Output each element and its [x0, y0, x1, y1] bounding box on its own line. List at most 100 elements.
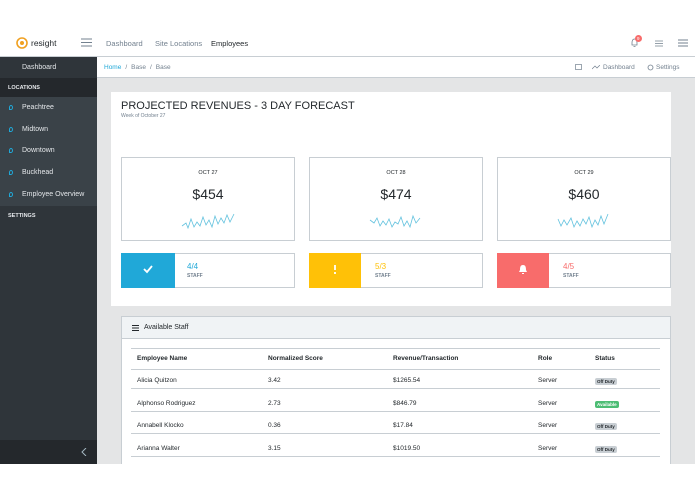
- pin-icon: [9, 148, 13, 154]
- table-cell: Annabell Klocko: [137, 422, 184, 429]
- table-icon: [132, 325, 139, 331]
- aside-toggle[interactable]: [678, 39, 688, 47]
- row-line: [131, 433, 660, 434]
- gear-icon: [647, 64, 654, 71]
- sidebar-link[interactable]: Buckhead: [22, 169, 54, 177]
- nav-link[interactable]: Employees: [211, 39, 249, 48]
- staff-status: 5/3 STAFF: [309, 253, 483, 288]
- sidebar-heading: LOCATIONS: [8, 85, 40, 91]
- breadcrumb-item: Base: [155, 64, 171, 71]
- staff-label: STAFF: [375, 273, 391, 279]
- column-header: Employee Name: [137, 355, 188, 362]
- status-icon-box: [309, 253, 361, 288]
- logo-icon: [16, 37, 28, 49]
- status-icon: [334, 265, 336, 274]
- section-bg: [0, 97, 97, 206]
- staff-count: 4/4: [187, 262, 199, 271]
- breadcrumb: Home / Base / Base: [104, 64, 171, 71]
- separator: /: [149, 64, 152, 71]
- status-badge: Off Duty: [595, 423, 617, 430]
- sidebar-link[interactable]: Dashboard: [22, 64, 57, 71]
- staff-count: 4/5: [563, 262, 575, 271]
- table-cell: Server: [538, 422, 558, 429]
- staff-card-title: Available Staff: [144, 324, 189, 331]
- pin-icon: [9, 105, 13, 110]
- table-cell: Alicia Quitzon: [137, 377, 177, 384]
- breadcrumb-bar: [97, 57, 695, 78]
- table-cell: Server: [538, 377, 558, 384]
- header-line: [131, 369, 660, 370]
- staff-count: 5/3: [375, 262, 387, 271]
- staff-status: 4/4 STAFF: [121, 253, 295, 288]
- column-header: Role: [538, 355, 553, 362]
- separator: /: [125, 64, 128, 71]
- forecast-subtitle: Week of October 27: [121, 113, 166, 119]
- section-bg: [0, 78, 97, 97]
- day-amount: $454: [192, 186, 224, 202]
- nav-link[interactable]: Site Locations: [155, 39, 203, 48]
- table-cell: $17.84: [393, 422, 413, 429]
- chat-icon: [575, 64, 582, 70]
- table-cell: 3.42: [268, 377, 281, 384]
- day-date: OCT 29: [574, 170, 594, 176]
- pin-icon: [9, 191, 13, 197]
- status-badge: Off Duty: [595, 445, 617, 453]
- sidebar-link[interactable]: Peachtree: [22, 104, 54, 111]
- table-cell: 0.36: [268, 422, 281, 429]
- breadcrumb-item[interactable]: Base: [131, 64, 146, 71]
- breadcrumb-action[interactable]: Dashboard: [603, 64, 635, 71]
- column-header: Status: [595, 355, 615, 362]
- list-icon[interactable]: [655, 40, 663, 47]
- column-header: Normalized Score: [268, 355, 323, 362]
- day-card: OCT 27 $454: [121, 157, 295, 241]
- status-icon: [519, 265, 527, 274]
- status-icon-box: [497, 253, 549, 288]
- staff-card: Available Staff: [121, 316, 671, 464]
- sidebar-minimizer[interactable]: [0, 440, 97, 464]
- table-cell: 2.73: [268, 399, 281, 407]
- day-amount: $474: [380, 186, 412, 202]
- sparkline: [181, 213, 235, 229]
- nav-link[interactable]: Dashboard: [106, 39, 143, 48]
- table-cell: $1265.54: [393, 377, 421, 384]
- table-cell: $846.79: [393, 399, 417, 407]
- row-line: [131, 388, 660, 389]
- breadcrumb-action[interactable]: Settings: [656, 64, 680, 71]
- breadcrumb-item[interactable]: Home: [104, 64, 122, 71]
- sidebar-link[interactable]: Employee Overview: [22, 190, 85, 198]
- table-cell: Server: [538, 399, 558, 407]
- row-line: [131, 455, 660, 457]
- sidebar-heading: SETTINGS: [8, 213, 36, 219]
- pin-icon: [9, 170, 13, 176]
- row-line: [131, 410, 660, 412]
- table-cell: Arianna Walter: [137, 444, 180, 452]
- top-bar: resight Dashboard Site Locations Employe…: [0, 0, 695, 57]
- status-icon-box: [121, 253, 175, 288]
- staff-status: 4/5 STAFF: [497, 253, 671, 288]
- notification-badge: 9: [635, 35, 642, 42]
- staff-label: STAFF: [563, 273, 579, 279]
- status-badge: Available: [595, 400, 619, 408]
- column-header: Revenue/Transaction: [393, 355, 459, 362]
- forecast-title: PROJECTED REVENUES - 3 DAY FORECAST: [121, 100, 355, 112]
- sidebar-link[interactable]: Downtown: [22, 147, 55, 155]
- brand[interactable]: resight: [31, 38, 57, 48]
- day-card: OCT 29 $460: [497, 157, 671, 241]
- sparkline: [369, 214, 421, 229]
- staff-card-header: [122, 317, 670, 339]
- status-icon: [143, 265, 153, 274]
- table-cell: $1019.50: [393, 444, 421, 452]
- sidebar: Dashboard LOCATIONS Peachtree Midtown Down…: [0, 57, 97, 464]
- table-top-line: [131, 348, 660, 349]
- sidebar-link[interactable]: Midtown: [22, 125, 49, 133]
- table-cell: Server: [538, 444, 558, 452]
- graph-icon: [592, 65, 600, 70]
- day-amount: $460: [568, 186, 600, 202]
- sparkline: [557, 213, 609, 229]
- main: Home / Base / Base Dashboard Settings PROJEC…: [97, 57, 695, 464]
- menu-toggle[interactable]: [81, 38, 92, 47]
- day-card: OCT 28 $474: [309, 157, 483, 241]
- status-badge: Off Duty: [595, 378, 617, 385]
- table-cell: Alphonso Rodriguez: [137, 399, 196, 407]
